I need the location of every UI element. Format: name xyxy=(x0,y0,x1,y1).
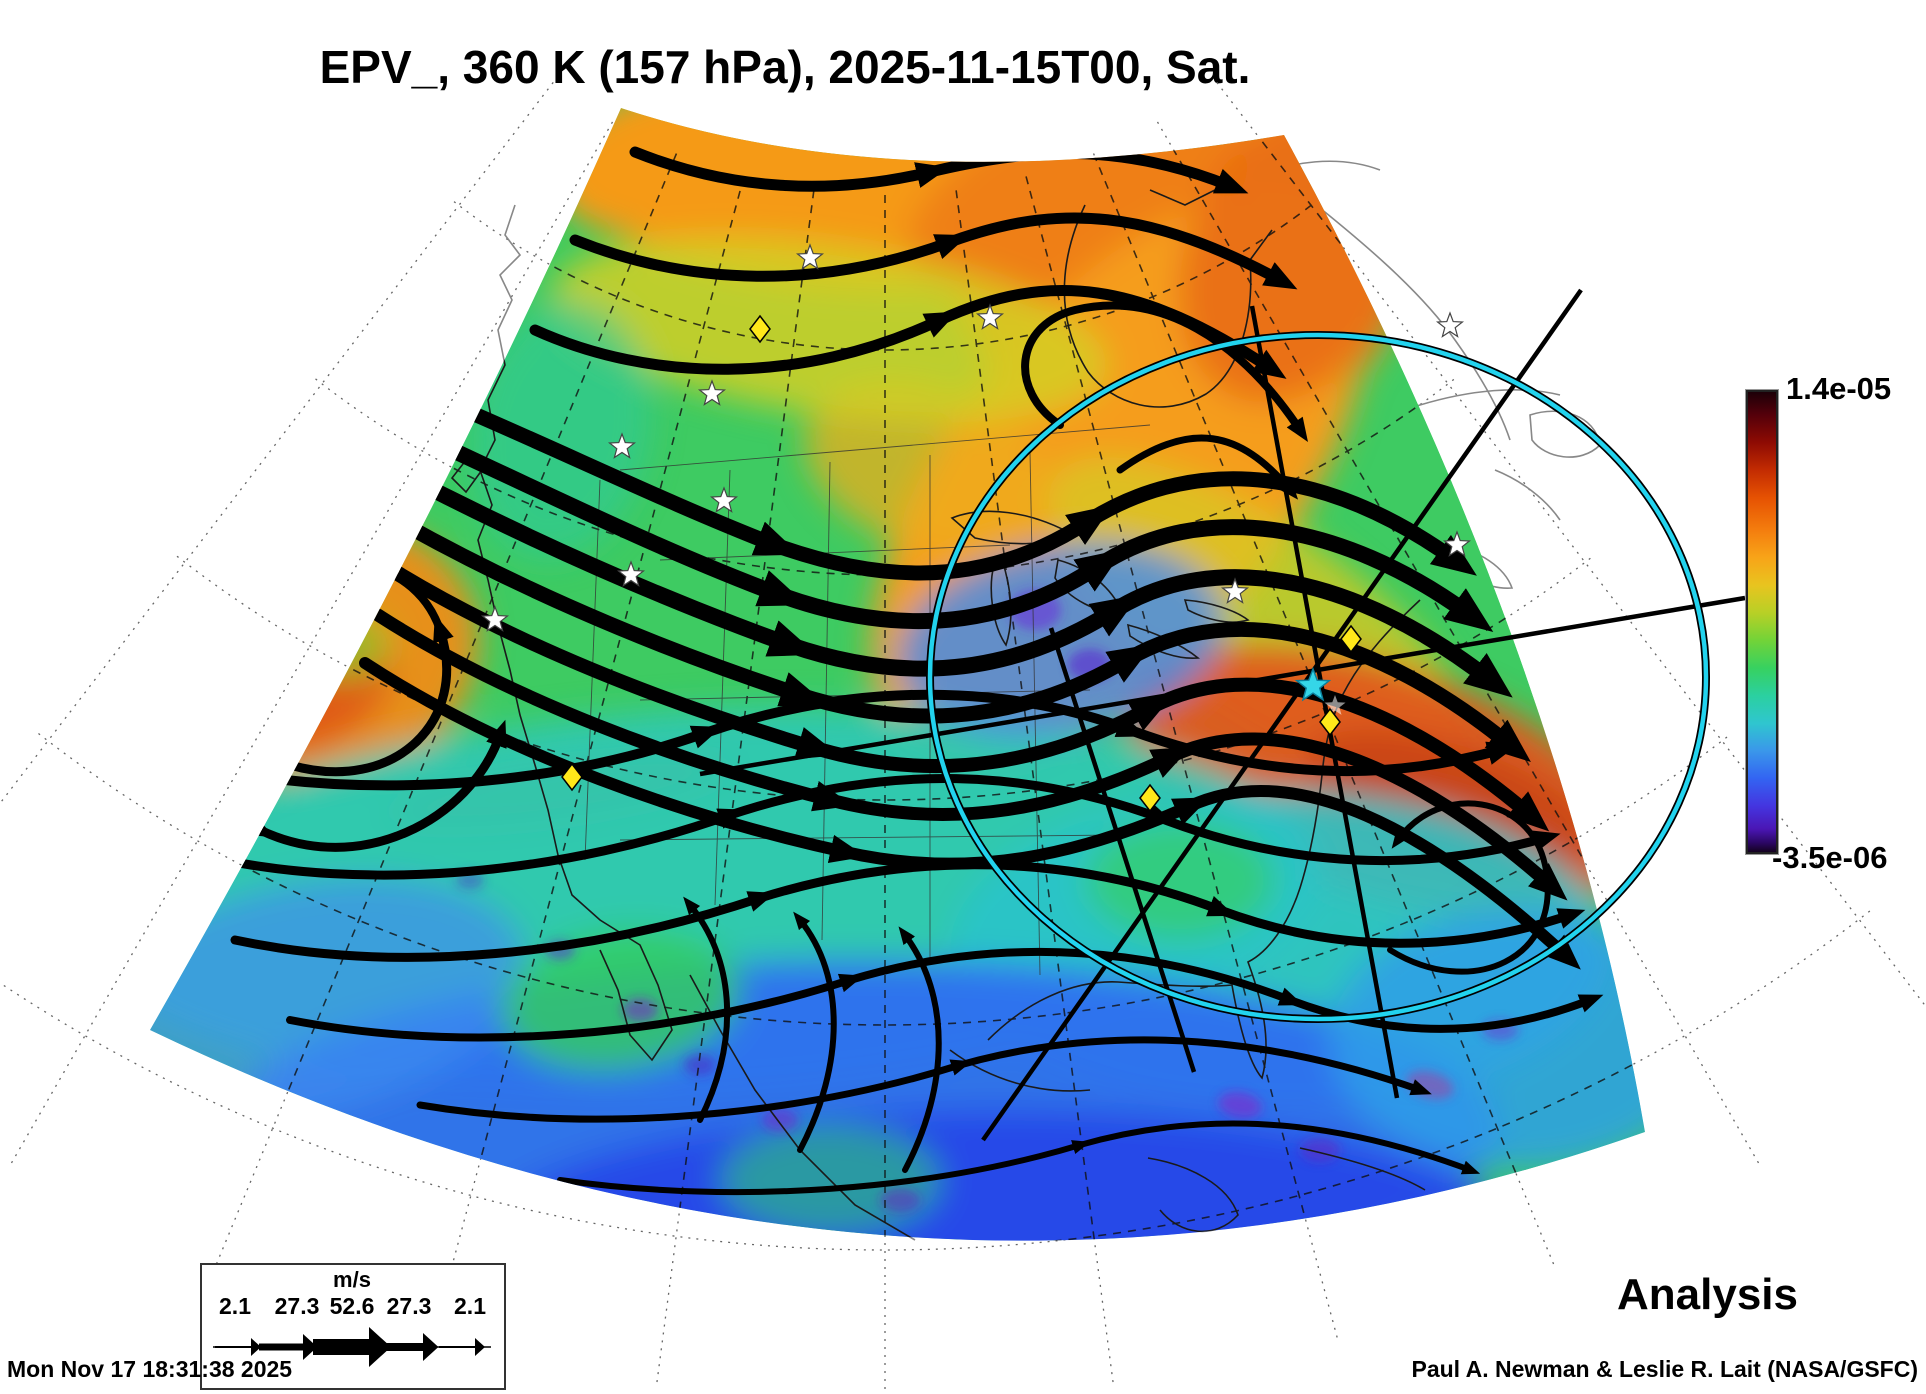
legend-value: 2.1 xyxy=(219,1293,251,1319)
legend-wind-arrows xyxy=(213,1327,491,1367)
range-ring xyxy=(927,332,1709,1022)
legend-units-label: m/s xyxy=(333,1267,371,1292)
ground-tracks xyxy=(699,288,1746,1142)
page-title: EPV_, 360 K (157 hPa), 2025-11-15T00, Sa… xyxy=(319,41,1251,93)
colorbar-max-label: 1.4e-05 xyxy=(1786,371,1892,406)
timestamp: Mon Nov 17 18:31:38 2025 xyxy=(7,1356,293,1382)
legend-value: 52.6 xyxy=(329,1293,375,1319)
event-markers xyxy=(480,243,1472,813)
attribution: Paul A. Newman & Leslie R. Lait (NASA/GS… xyxy=(1411,1356,1918,1382)
colorbar-min-label: -3.5e-06 xyxy=(1772,840,1888,875)
wind-speed-legend-box xyxy=(200,1263,506,1390)
legend-value: 2.1 xyxy=(454,1293,486,1319)
state-borders xyxy=(584,424,1151,976)
analysis-label: Analysis xyxy=(1617,1270,1798,1319)
legend-value: 27.3 xyxy=(274,1293,320,1319)
legend-value: 27.3 xyxy=(386,1293,432,1319)
colorbar xyxy=(1745,389,1779,855)
